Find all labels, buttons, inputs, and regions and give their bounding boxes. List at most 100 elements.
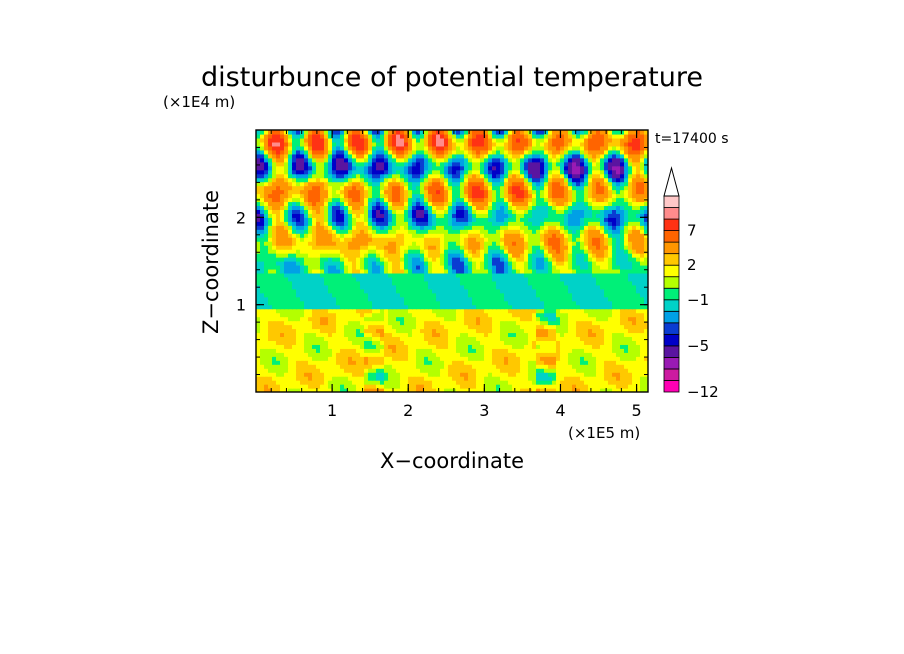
field-cell: [640, 356, 645, 361]
field-cell: [476, 360, 481, 365]
field-cell: [484, 388, 489, 392]
field-cell: [556, 340, 561, 345]
field-cell: [456, 332, 461, 338]
field-cell: [636, 264, 641, 270]
field-cell: [280, 268, 285, 274]
field-cell: [428, 193, 433, 199]
field-cell: [548, 264, 553, 270]
field-cell: [288, 229, 293, 234]
field-cell: [580, 332, 585, 338]
field-cell: [504, 388, 509, 392]
field-cell: [280, 257, 285, 262]
field-cell: [392, 316, 397, 322]
field-cell: [600, 249, 605, 254]
field-cell: [328, 257, 333, 262]
field-cell: [428, 276, 433, 282]
field-cell: [372, 316, 377, 322]
field-cell: [604, 316, 609, 322]
field-cell: [432, 284, 437, 290]
field-cell: [584, 360, 589, 365]
field-cell: [380, 276, 385, 282]
field-cell: [532, 376, 537, 381]
field-cell: [544, 229, 549, 234]
field-cell: [472, 360, 477, 365]
field-cell: [568, 233, 573, 238]
field-cell: [420, 336, 425, 341]
field-cell: [632, 276, 637, 282]
field-cell: [636, 201, 641, 207]
field-cell: [556, 356, 561, 361]
field-cell: [376, 264, 381, 270]
field-cell: [580, 261, 585, 266]
field-cell: [368, 328, 373, 334]
field-cell: [292, 320, 297, 326]
field-cell: [348, 237, 353, 242]
field-cell: [508, 209, 513, 214]
field-cell: [528, 209, 533, 214]
field-cell: [516, 245, 521, 250]
field-cell: [404, 316, 409, 322]
field-cell: [424, 336, 429, 341]
field-cell: [612, 264, 617, 270]
field-cell: [628, 292, 633, 298]
field-cell: [344, 197, 349, 203]
field-cell: [636, 332, 641, 338]
field-cell: [468, 233, 473, 238]
field-cell: [420, 380, 425, 385]
field-cell: [476, 272, 481, 278]
field-cell: [368, 352, 373, 357]
field-cell: [468, 280, 473, 286]
field-cell: [580, 276, 585, 282]
field-cell: [476, 368, 481, 373]
field-cell: [620, 264, 625, 270]
field-cell: [292, 336, 297, 341]
field-cell: [284, 376, 289, 381]
field-cell: [552, 344, 557, 349]
field-cell: [264, 237, 269, 242]
field-cell: [508, 320, 513, 326]
field-cell: [592, 332, 597, 338]
field-cell: [496, 268, 501, 274]
field-cell: [500, 368, 505, 373]
field-cell: [268, 348, 273, 353]
field-cell: [396, 348, 401, 353]
field-cell: [352, 324, 357, 330]
field-cell: [304, 332, 309, 338]
field-cell: [480, 261, 485, 266]
field-cell: [380, 193, 385, 199]
field-cell: [284, 348, 289, 353]
field-cell: [560, 320, 565, 326]
field-cell: [364, 209, 369, 214]
field-cell: [428, 340, 433, 345]
field-cell: [520, 217, 525, 222]
field-cell: [492, 360, 497, 365]
field-cell: [528, 233, 533, 238]
field-cell: [284, 205, 289, 210]
field-cell: [260, 201, 265, 207]
field-cell: [544, 272, 549, 278]
field-cell: [620, 189, 625, 195]
field-cell: [588, 189, 593, 195]
field-cell: [460, 292, 465, 298]
field-cell: [444, 344, 449, 349]
field-cell: [480, 249, 485, 254]
field-cell: [264, 336, 269, 341]
field-cell: [640, 348, 645, 353]
field-cell: [468, 352, 473, 357]
field-cell: [528, 268, 533, 274]
field-cell: [476, 257, 481, 262]
field-cell: [600, 237, 605, 242]
field-cell: [508, 312, 513, 318]
field-cell: [276, 296, 281, 302]
field-cell: [496, 257, 501, 262]
field-cell: [592, 316, 597, 322]
field-cell: [348, 304, 353, 310]
field-cell: [572, 253, 577, 258]
field-cell: [256, 388, 261, 392]
field-cell: [376, 372, 381, 377]
field-cell: [524, 376, 529, 381]
field-cell: [264, 280, 269, 286]
field-cell: [624, 300, 629, 306]
field-cell: [452, 261, 457, 266]
field-cell: [496, 241, 501, 246]
